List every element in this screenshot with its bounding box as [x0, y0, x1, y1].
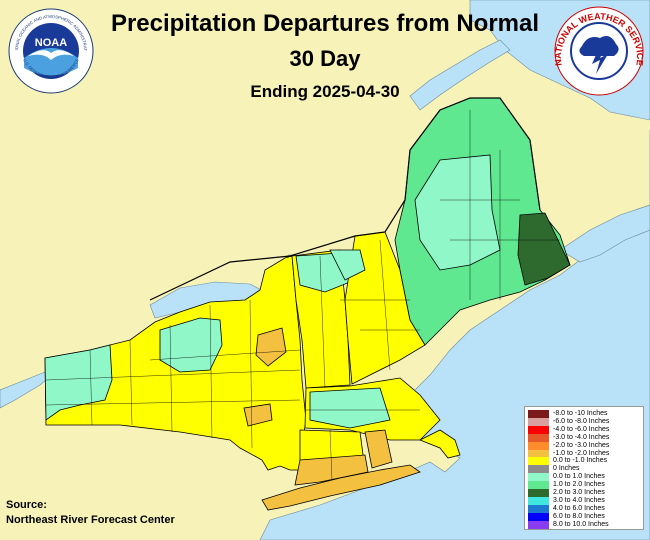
canada-border: [149, 97, 541, 301]
legend-swatch: [528, 457, 549, 466]
legend-label: 2.0 to 3.0 Inches: [553, 489, 605, 496]
states: [44, 97, 571, 511]
legend-entry: -6.0 to -8.0 Inches: [528, 417, 640, 426]
ny-orange-2: [243, 403, 273, 427]
map-legend: -8.0 to -10 Inches -6.0 to -8.0 Inches -4.…: [524, 406, 644, 530]
legend-swatch: [528, 417, 549, 426]
map-subtitle-period: 30 Day: [289, 46, 361, 71]
ma-cyan: [309, 387, 391, 429]
legend-label: -6.0 to -8.0 Inches: [553, 417, 610, 425]
nh-cyan-1: [329, 249, 366, 281]
legend-entry: 0.0 to 1.0 Inches: [528, 473, 640, 482]
legend-label: 8.0 to 10.0 Inches: [553, 520, 609, 528]
legend-entry: 2.0 to 3.0 Inches: [528, 489, 640, 497]
legend-entry: 6.0 to 8.0 Inches: [528, 512, 640, 521]
legend-entry: 0 Inches: [528, 465, 640, 474]
legend-swatch: [528, 481, 549, 490]
legend-entry: 0.0 to -1.0 Inches: [528, 457, 640, 466]
legend-swatch: [528, 473, 549, 482]
legend-entry: 4.0 to 6.0 Inches: [528, 504, 640, 513]
source-label: Source:: [6, 499, 47, 511]
noaa-logo-text: NOAA: [35, 37, 67, 49]
legend-entry: -4.0 to -6.0 Inches: [528, 425, 640, 434]
source-name: Northeast River Forecast Center: [6, 514, 175, 526]
legend-label: 0.0 to -1.0 Inches: [553, 457, 608, 465]
st-lawrence-river: [409, 39, 511, 111]
legend-swatch: [528, 520, 549, 529]
legend-swatch: [528, 410, 549, 418]
legend-label: 3.0 to 4.0 Inches: [553, 496, 605, 504]
map-subtitle-date: Ending 2025-04-30: [250, 82, 400, 101]
legend-label: 1.0 to 2.0 Inches: [553, 481, 605, 489]
legend-entry: -2.0 to -3.0 Inches: [528, 441, 640, 450]
legend-label: -1.0 to -2.0 Inches: [553, 449, 610, 457]
legend-swatch: [528, 441, 549, 450]
legend-entry: -1.0 to -2.0 Inches: [528, 449, 640, 458]
legend-label: -3.0 to -4.0 Inches: [553, 433, 610, 441]
legend-swatch: [528, 449, 549, 458]
cape-cod: [419, 429, 461, 459]
legend-swatch: [528, 512, 549, 521]
legend-label: 6.0 to 8.0 Inches: [553, 512, 605, 520]
legend-entry: 8.0 to 10.0 Inches: [528, 520, 640, 529]
legend-label: 0 Inches: [553, 465, 580, 473]
legend-swatch: [528, 496, 549, 505]
bay-of-fundy: [559, 204, 650, 263]
county-lines: [45, 110, 560, 481]
maine-dark-green: [517, 212, 571, 286]
legend-entry: -3.0 to -4.0 Inches: [528, 433, 640, 442]
ny-orange-1: [255, 327, 287, 367]
ny-west-cyan: [44, 344, 113, 421]
legend-label: 4.0 to 6.0 Inches: [553, 504, 605, 512]
legend-entry: -8.0 to -10 Inches: [528, 410, 640, 418]
legend-swatch: [528, 425, 549, 434]
legend-swatch: [528, 465, 549, 474]
legend-label: -8.0 to -10 Inches: [553, 410, 608, 417]
legend-entry: 3.0 to 4.0 Inches: [528, 496, 640, 505]
legend-entry: 1.0 to 2.0 Inches: [528, 481, 640, 490]
legend-swatch: [528, 433, 549, 442]
legend-label: -4.0 to -6.0 Inches: [553, 425, 610, 433]
long-island: [261, 464, 421, 511]
legend-swatch: [528, 489, 549, 497]
noaa-logo: NOAA NATIONAL OCEANIC AND ATMOSPHERIC AD…: [8, 8, 94, 94]
legend-label: 0.0 to 1.0 Inches: [553, 473, 605, 481]
source-credit: Source: Northeast River Forecast Center: [6, 498, 175, 528]
legend-swatch: [528, 504, 549, 513]
nws-logo: NATIONAL WEATHER SERVICE: [554, 6, 644, 96]
map-title: Precipitation Departures from Normal: [110, 10, 540, 37]
rhode-island: [364, 429, 393, 469]
legend-label: -2.0 to -3.0 Inches: [553, 441, 610, 449]
